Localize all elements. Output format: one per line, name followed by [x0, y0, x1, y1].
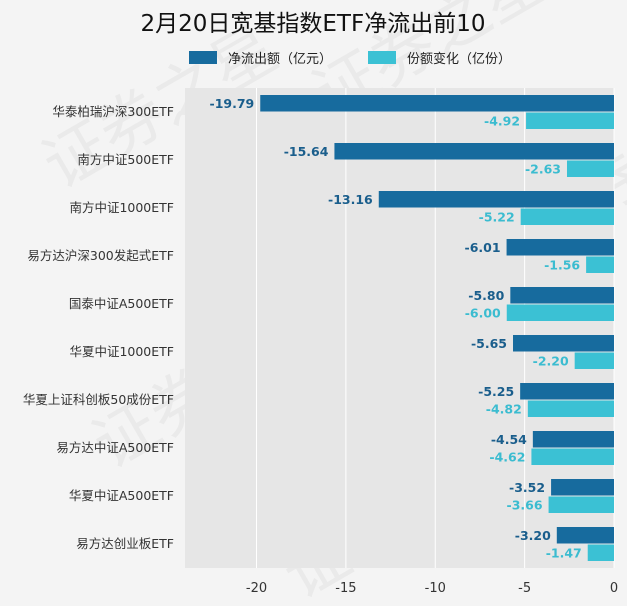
category-label: 易方达创业板ETF: [76, 536, 174, 551]
category-label: 华夏中证A500ETF: [69, 488, 174, 503]
value-label-share-change: -3.66: [507, 497, 543, 512]
value-label-share-change: -5.22: [479, 209, 515, 224]
value-label-share-change: -1.56: [544, 257, 580, 272]
value-label-net-outflow: -5.25: [478, 384, 514, 399]
value-label-share-change: -1.47: [546, 545, 582, 560]
category-label: 易方达中证A500ETF: [56, 440, 174, 455]
value-label-net-outflow: -15.64: [284, 144, 329, 159]
legend-label-share-change: 份额变化（亿份）: [407, 51, 511, 67]
value-label-net-outflow: -19.79: [210, 96, 255, 111]
bar-share-change: [586, 256, 614, 273]
value-label-net-outflow: -5.80: [468, 288, 504, 303]
x-tick-label: -10: [425, 581, 446, 596]
bar-share-change: [526, 112, 614, 129]
category-label: 易方达沪深300发起式ETF: [27, 248, 174, 263]
value-label-share-change: -2.63: [525, 161, 561, 176]
value-labels: -19.79 -4.92 -15.64 -2.63 -13.16 -5.22 -6.01 -1…: [210, 96, 582, 561]
value-label-net-outflow: -5.65: [471, 336, 507, 351]
category-label: 华夏上证科创板50成份ETF: [23, 392, 174, 407]
bar-net-outflow: [378, 191, 614, 208]
category-label: 华泰柏瑞沪深300ETF: [52, 104, 174, 119]
bar-share-change: [506, 304, 614, 321]
bar-net-outflow: [510, 287, 614, 304]
chart-title: 2月20日宽基指数ETF净流出前10: [141, 11, 486, 37]
value-label-share-change: -4.92: [484, 113, 520, 128]
bar-net-outflow: [260, 95, 614, 112]
value-label-net-outflow: -13.16: [328, 192, 373, 207]
legend: 净流出额（亿元） 份额变化（亿份）: [189, 51, 511, 67]
bar-net-outflow: [556, 527, 614, 544]
x-axis-ticks: -20 -15 -10 -5 0: [246, 581, 618, 596]
bar-net-outflow: [513, 335, 614, 352]
bar-net-outflow: [551, 479, 614, 496]
bar-share-change: [587, 544, 614, 561]
category-label: 国泰中证A500ETF: [69, 296, 174, 311]
value-label-share-change: -6.00: [465, 305, 501, 320]
bar-net-outflow: [334, 143, 614, 160]
x-tick-label: 0: [610, 581, 618, 596]
value-label-share-change: -4.82: [486, 401, 522, 416]
value-label-share-change: -4.62: [489, 449, 525, 464]
bar-net-outflow: [520, 383, 614, 400]
legend-swatch-share-change: [368, 51, 396, 64]
bar-net-outflow: [532, 431, 614, 448]
bar-share-change: [548, 496, 614, 513]
bar-net-outflow: [506, 239, 614, 256]
value-label-net-outflow: -6.01: [465, 240, 501, 255]
category-label: 南方中证1000ETF: [69, 200, 174, 215]
bar-share-change: [566, 160, 614, 177]
bar-share-change: [531, 448, 614, 465]
bar-share-change: [520, 208, 614, 225]
x-tick-label: -5: [518, 581, 531, 596]
x-tick-label: -15: [335, 581, 356, 596]
value-label-net-outflow: -4.54: [491, 432, 527, 447]
value-label-net-outflow: -3.20: [515, 528, 551, 543]
legend-swatch-net-outflow: [189, 51, 217, 64]
category-label: 华夏中证1000ETF: [69, 344, 174, 359]
value-label-net-outflow: -3.52: [509, 480, 545, 495]
legend-label-net-outflow: 净流出额（亿元）: [228, 52, 332, 67]
plot-area: [185, 88, 614, 568]
value-label-share-change: -2.20: [533, 353, 569, 368]
bar-share-change: [574, 352, 614, 369]
bar-share-change: [527, 400, 614, 417]
bars: [260, 95, 614, 561]
category-labels: 华泰柏瑞沪深300ETF 南方中证500ETF 南方中证1000ETF 易方达沪深30…: [23, 104, 174, 551]
x-tick-label: -20: [246, 581, 267, 596]
category-label: 南方中证500ETF: [77, 152, 174, 167]
